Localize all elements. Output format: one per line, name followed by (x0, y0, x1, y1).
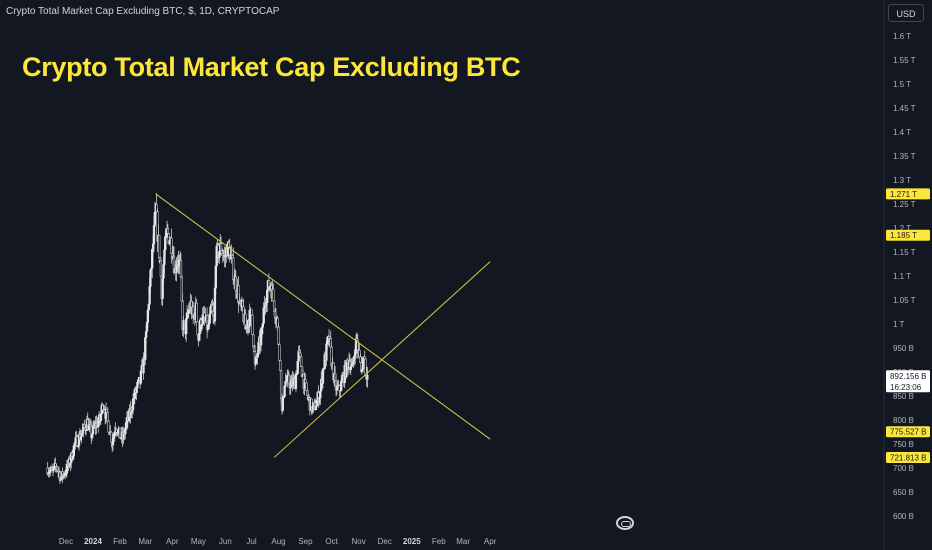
candle-body (283, 385, 286, 398)
candle-body (166, 228, 170, 234)
current-price-marker: 892.156 B 16:23:06 (886, 370, 930, 393)
candle-body (196, 321, 199, 335)
time-tick-label: Jun (219, 537, 232, 546)
price-tick-label: 750 B (893, 440, 914, 449)
tradingview-logo-icon[interactable] (616, 516, 634, 530)
candle-body (366, 374, 369, 380)
time-tick-label: May (191, 537, 206, 546)
price-marker: 1.185 T (886, 229, 930, 241)
candle-body (261, 323, 264, 328)
time-tick-label: Dec (378, 537, 392, 546)
price-tick-label: 1.55 T (893, 56, 916, 65)
countdown-label: 16:23:06 (890, 383, 922, 392)
candle (366, 367, 369, 388)
candle-body (251, 314, 254, 335)
price-marker: 775.527 B (886, 426, 930, 438)
price-tick-label: 1.6 T (893, 32, 911, 41)
chart-headline: Crypto Total Market Cap Excluding BTC (22, 52, 521, 82)
price-tick-label: 850 B (893, 392, 914, 401)
price-marker-label: 1.271 T (890, 190, 917, 199)
price-marker: 721.813 B (886, 452, 930, 464)
candle-body (152, 225, 156, 245)
candles (46, 193, 369, 484)
candle-body (340, 380, 343, 391)
candle-body (185, 318, 188, 335)
price-tick-label: 1.5 T (893, 80, 911, 89)
price-tick-label: 1 T (893, 320, 905, 329)
time-tick-label: Feb (113, 537, 127, 546)
candle-body (111, 438, 115, 446)
price-marker-box (886, 229, 930, 241)
candle-body (159, 260, 163, 277)
symbol-title: Crypto Total Market Cap Excluding BTC, $… (6, 6, 280, 17)
current-price-label: 892.156 B (890, 372, 926, 381)
time-tick-label: Feb (432, 537, 446, 546)
candle-body (164, 236, 167, 251)
candle-body (158, 234, 161, 259)
price-tick-label: 1.4 T (893, 128, 911, 137)
candle-body (250, 309, 253, 316)
price-tick-label: 1.1 T (893, 272, 911, 281)
candle (283, 385, 286, 399)
candle-body (314, 405, 318, 410)
candle-body (272, 288, 275, 302)
time-tick-label: Dec (59, 537, 73, 546)
candle-body (294, 374, 298, 390)
candle-body (279, 360, 282, 371)
time-tick-label: Sep (298, 537, 313, 546)
price-marker-label: 1.185 T (890, 231, 917, 240)
candle (159, 258, 163, 277)
price-tick-label: 650 B (893, 488, 914, 497)
price-tick-label: 1.3 T (893, 176, 911, 185)
candle-body (277, 326, 280, 345)
time-tick-label: 2025 (403, 537, 421, 546)
time-tick-label: Jul (246, 537, 256, 546)
price-markers: 1.271 T 1.185 T 775.527 B 721.813 B 892.156 … (886, 188, 930, 464)
price-marker-box (886, 426, 930, 438)
price-tick-label: 1.05 T (893, 296, 916, 305)
time-tick-label: Nov (352, 537, 366, 546)
price-tick-label: 1.15 T (893, 248, 916, 257)
time-tick-label: Apr (484, 537, 497, 546)
time-tick-label: Mar (138, 537, 152, 546)
trendline-descending-resistance[interactable] (155, 193, 491, 440)
candle-body (107, 420, 110, 433)
price-tick-label: 600 B (893, 512, 914, 521)
price-tick-label: 700 B (893, 464, 914, 473)
price-marker-box (886, 188, 930, 200)
candle-body (153, 212, 156, 226)
price-marker-label: 775.527 B (890, 428, 926, 437)
price-tick-label: 800 B (893, 416, 914, 425)
currency-button[interactable]: USD (888, 4, 924, 22)
price-marker-box (886, 452, 930, 464)
price-tick-label: 1.25 T (893, 200, 916, 209)
candle (107, 420, 110, 433)
price-tick-label: 1.45 T (893, 104, 916, 113)
candle-body (144, 331, 148, 338)
time-tick-label: Mar (456, 537, 470, 546)
time-tick-label: Oct (325, 537, 338, 546)
trendline-ascending-support[interactable] (273, 261, 491, 458)
candle-body (278, 344, 281, 361)
price-tick-label: 1.35 T (893, 152, 916, 161)
candle-body (80, 433, 83, 437)
time-axis[interactable]: Dec 2024 Feb Mar Apr May Jun Jul Aug Sep Oct Nov Dec… (59, 537, 497, 546)
price-marker: 1.271 T (886, 188, 930, 200)
time-tick-label: Aug (271, 537, 285, 546)
current-price-box (886, 370, 930, 393)
price-tick-label: 950 B (893, 344, 914, 353)
candle-body (106, 412, 109, 422)
price-marker-label: 721.813 B (890, 454, 926, 463)
candle-body (195, 302, 198, 323)
trendlines[interactable] (155, 193, 491, 458)
candle-body (300, 356, 303, 367)
time-tick-label: Apr (166, 537, 179, 546)
candle-body (208, 313, 211, 324)
price-tick-label: 1.2 T (893, 224, 911, 233)
time-tick-label: 2024 (84, 537, 102, 546)
